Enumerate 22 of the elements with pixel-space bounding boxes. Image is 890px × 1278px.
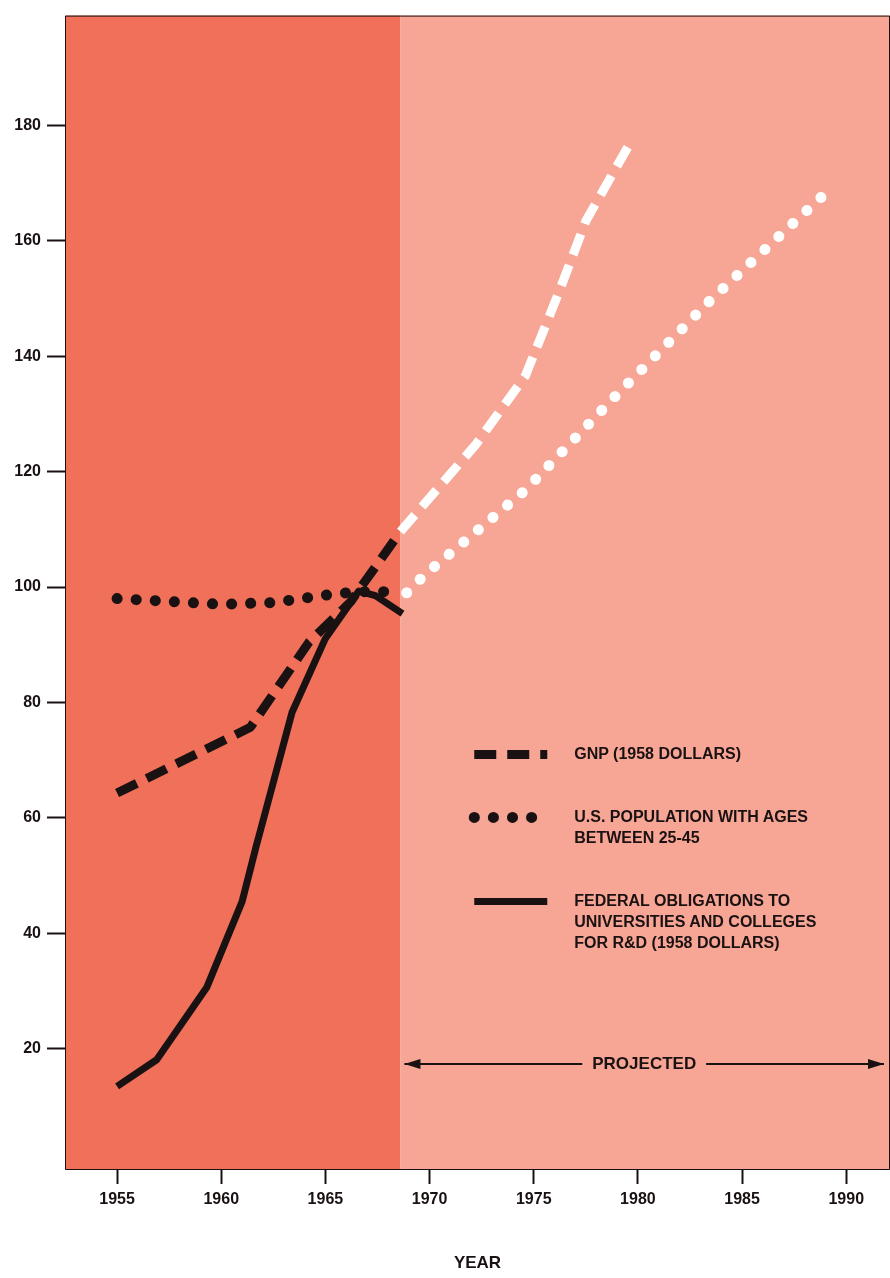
legend-label: FEDERAL OBLIGATIONS TO UNIVERSITIES AND COLLEGES FOR R&D (1958 DOLLARS) — [574, 891, 817, 951]
y-tick-label: 40 — [23, 923, 42, 941]
legend-label: U.S. POPULATION WITH AGES BETWEEN 25-45 — [574, 807, 809, 846]
y-tick-label: 140 — [14, 346, 42, 364]
y-tick-label: 180 — [14, 115, 42, 133]
y-tick-label: 160 — [14, 231, 42, 249]
x-tick-label: 1985 — [724, 1190, 760, 1208]
x-tick-label: 1960 — [203, 1190, 240, 1208]
y-tick-label: 120 — [14, 461, 42, 479]
y-tick-label: 80 — [23, 692, 42, 710]
legend-label: GNP (1958 DOLLARS) — [574, 744, 742, 762]
x-tick-label: 1965 — [307, 1190, 344, 1208]
band-label: PROJECTED — [592, 1053, 697, 1073]
x-tick-label: 1970 — [411, 1190, 448, 1208]
x-tick-label: 1955 — [99, 1190, 135, 1208]
x-tick-label: 1975 — [515, 1190, 552, 1208]
y-tick-label: 60 — [23, 808, 42, 826]
x-axis-title: YEAR — [453, 1253, 502, 1273]
x-tick-label: 1990 — [828, 1190, 865, 1208]
y-tick-label: 20 — [23, 1039, 42, 1057]
x-tick-label: 1980 — [620, 1190, 656, 1208]
y-tick-label: 100 — [14, 577, 42, 595]
